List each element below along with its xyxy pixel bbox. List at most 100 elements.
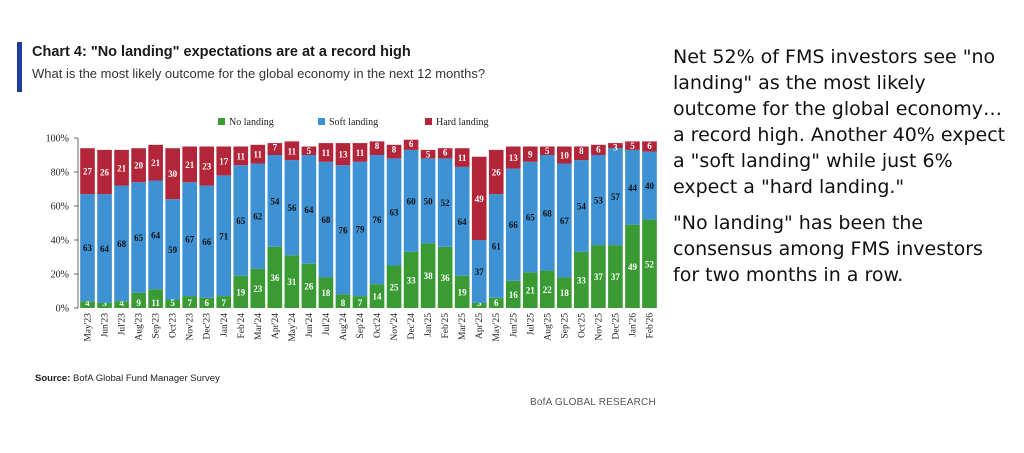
bar-no-landing (591, 245, 606, 308)
data-label: 49 (628, 262, 638, 272)
bar-no-landing (182, 296, 198, 308)
bar-no-landing (114, 301, 129, 308)
x-tick-label: Feb'24 (237, 313, 247, 339)
data-label: 40 (645, 181, 655, 191)
x-tick-label: Jan'25 (424, 313, 434, 337)
bar-hard-landing (574, 146, 589, 161)
data-label: 64 (151, 230, 161, 240)
data-label: 54 (270, 196, 280, 206)
x-tick-label: Apr'24 (271, 313, 281, 339)
x-tick-label: Dec'23 (203, 313, 213, 340)
data-label: 5 (307, 146, 312, 156)
data-label: 66 (509, 220, 519, 230)
bar-hard-landing (199, 146, 215, 186)
data-label: 21 (151, 158, 161, 168)
commentary-paragraph-1: Net 52% of FMS investors see "no landing… (673, 46, 1006, 198)
data-label: 11 (288, 146, 297, 156)
bar-no-landing (437, 246, 453, 308)
data-label: 54 (577, 202, 587, 212)
data-label: 30 (168, 169, 178, 179)
data-label: 33 (407, 275, 417, 285)
data-label: 21 (117, 163, 127, 173)
data-label: 44 (628, 183, 638, 193)
data-label: 14 (373, 292, 383, 302)
data-label: 6 (443, 148, 448, 158)
bar-hard-landing (233, 146, 249, 166)
bar-hard-landing (131, 148, 146, 183)
bar-no-landing (80, 301, 95, 308)
bar-hard-landing (557, 146, 572, 164)
legend-swatch (218, 118, 225, 125)
data-label: 65 (134, 233, 144, 243)
bar-hard-landing (216, 146, 232, 176)
data-label: 25 (390, 282, 400, 292)
x-tick-label: Nov'23 (186, 313, 196, 341)
bar-soft-landing (642, 151, 657, 220)
data-label: 3 (613, 143, 618, 153)
data-label: 22 (543, 285, 553, 295)
bar-soft-landing (97, 194, 112, 303)
data-label: 64 (304, 205, 314, 215)
bar-hard-landing (267, 143, 283, 155)
data-label: 19 (458, 287, 468, 297)
bar-no-landing (642, 219, 657, 308)
source-text: BofA Global Fund Manager Survey (70, 373, 220, 384)
bar-no-landing (369, 284, 385, 308)
x-tick-label: Jan'26 (628, 313, 638, 337)
bar-soft-landing (352, 161, 368, 297)
bar-soft-landing (284, 160, 300, 256)
x-tick-label: Jan'24 (220, 313, 230, 337)
bar-hard-landing (488, 149, 504, 195)
data-label: 60 (407, 196, 417, 206)
x-tick-label: May'24 (288, 313, 298, 342)
data-label: 57 (611, 192, 621, 202)
x-tick-label: Jul'24 (322, 313, 332, 336)
data-label: 13 (509, 153, 519, 163)
brand-footer: BofA GLOBAL RESEARCH (530, 397, 656, 408)
bar-hard-landing (471, 156, 487, 240)
bar-hard-landing (284, 141, 300, 161)
data-label: 7 (222, 298, 227, 308)
data-label: 5 (545, 146, 550, 156)
source-label: Source: (35, 373, 71, 384)
bar-soft-landing (574, 160, 589, 252)
bar-no-landing (97, 302, 112, 308)
bar-no-landing (608, 245, 623, 308)
x-tick-label: Oct'25 (577, 313, 587, 338)
bar-soft-landing (403, 149, 419, 252)
data-label: 5 (426, 149, 431, 159)
data-label: 26 (304, 281, 314, 291)
data-label: 63 (83, 243, 93, 253)
data-label: 8 (341, 298, 346, 308)
bar-no-landing (403, 251, 419, 308)
data-label: 8 (392, 144, 397, 154)
data-label: 18 (560, 288, 570, 298)
bar-soft-landing (301, 155, 317, 264)
bar-no-landing (574, 251, 589, 308)
data-label: 61 (492, 241, 502, 251)
data-label: 27 (83, 167, 93, 177)
bar-soft-landing (114, 185, 129, 302)
x-tick-label: Dec'24 (407, 313, 417, 340)
data-label: 67 (560, 216, 570, 226)
data-label: 36 (441, 273, 451, 283)
bar-soft-landing (454, 166, 470, 276)
bar-no-landing (216, 296, 232, 308)
x-tick-label: Oct'24 (373, 313, 383, 338)
bar-no-landing (420, 243, 436, 308)
data-label: 6 (647, 141, 652, 151)
bar-no-landing (335, 294, 351, 308)
bar-hard-landing (539, 146, 555, 155)
bar-soft-landing (182, 182, 198, 297)
chart-title: Chart 4: "No landing" expectations are a… (32, 44, 411, 60)
data-label: 19 (236, 287, 246, 297)
y-tick-label: 40% (51, 236, 69, 247)
data-label: 11 (356, 148, 365, 158)
legend-swatch (318, 118, 325, 125)
data-label: 5 (630, 141, 635, 151)
y-tick-label: 20% (51, 270, 69, 281)
y-tick-label: 100% (46, 134, 69, 145)
bar-hard-landing (625, 141, 640, 150)
data-label: 6 (409, 139, 414, 149)
bar-no-landing (471, 302, 487, 308)
